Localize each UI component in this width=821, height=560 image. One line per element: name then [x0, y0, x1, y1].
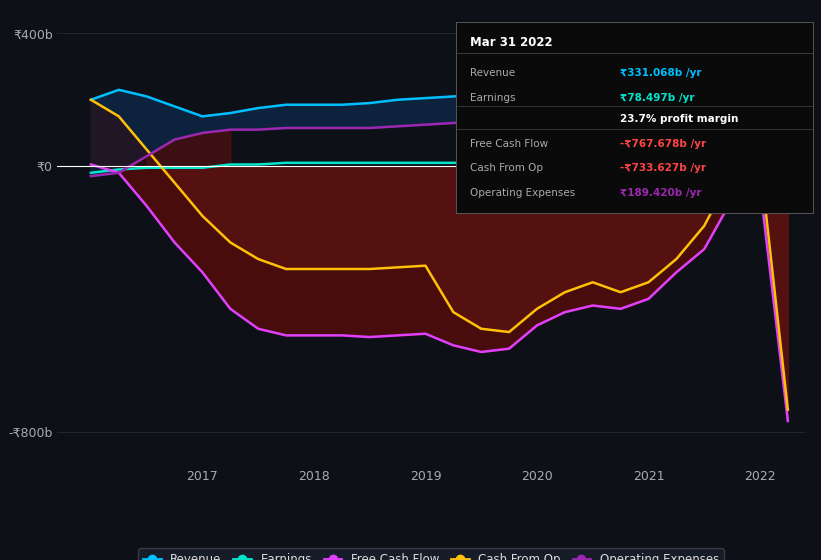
Text: -₹767.678b /yr: -₹767.678b /yr [620, 138, 706, 148]
Text: Mar 31 2022: Mar 31 2022 [470, 36, 553, 49]
Legend: Revenue, Earnings, Free Cash Flow, Cash From Op, Operating Expenses: Revenue, Earnings, Free Cash Flow, Cash … [139, 548, 723, 560]
Text: 23.7% profit margin: 23.7% profit margin [620, 114, 738, 124]
Text: Operating Expenses: Operating Expenses [470, 188, 576, 198]
Text: -₹733.627b /yr: -₹733.627b /yr [620, 164, 706, 173]
Text: ₹331.068b /yr: ₹331.068b /yr [620, 68, 701, 78]
Text: Revenue: Revenue [470, 68, 515, 78]
Text: Free Cash Flow: Free Cash Flow [470, 138, 548, 148]
Text: Earnings: Earnings [470, 93, 516, 103]
Text: Cash From Op: Cash From Op [470, 164, 543, 173]
Text: ₹78.497b /yr: ₹78.497b /yr [620, 93, 695, 103]
Text: ₹189.420b /yr: ₹189.420b /yr [620, 188, 701, 198]
